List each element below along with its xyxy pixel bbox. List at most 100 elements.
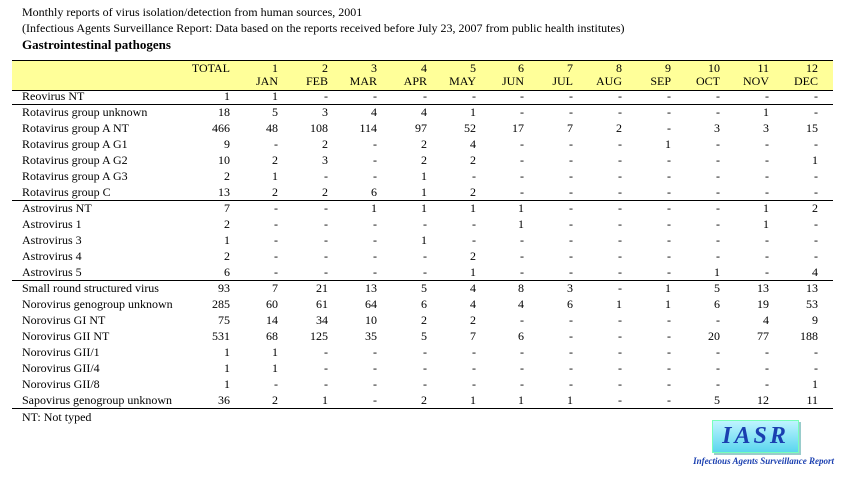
row-label: Small round structured virus (22, 281, 159, 295)
cell: 93 (218, 281, 230, 295)
cell: 1 (224, 233, 230, 247)
cell: - (716, 185, 720, 199)
cell: 6 (371, 185, 377, 199)
cell: 1 (224, 361, 230, 375)
cell: - (569, 137, 573, 151)
cell: - (472, 169, 476, 183)
column-header: 5 (470, 61, 476, 75)
column-header: 7 (567, 61, 573, 75)
cell: 35 (365, 329, 377, 343)
cell: - (472, 377, 476, 391)
cell: - (765, 345, 769, 359)
cell: - (765, 185, 769, 199)
cell: 34 (316, 313, 328, 327)
cell: 13 (365, 281, 377, 295)
cell: 36 (218, 393, 230, 407)
cell: 10 (365, 313, 377, 327)
cell: - (716, 233, 720, 247)
cell: 1 (470, 265, 476, 279)
cell: 52 (464, 121, 476, 135)
month-header: JAN (255, 74, 278, 88)
cell: - (324, 361, 328, 375)
cell: - (716, 217, 720, 231)
cell: 1 (224, 377, 230, 391)
cell: - (765, 361, 769, 375)
cell: - (814, 217, 818, 231)
cell: 188 (800, 329, 818, 343)
cell: 285 (212, 297, 230, 311)
cell: 68 (266, 329, 278, 343)
separator (12, 200, 833, 201)
cell: - (716, 89, 720, 103)
cell: 1 (763, 201, 769, 215)
row-label: Astrovirus 4 (22, 249, 82, 263)
cell: 1 (812, 377, 818, 391)
cell: - (373, 249, 377, 263)
cell: - (618, 313, 622, 327)
cell: - (618, 233, 622, 247)
cell: - (569, 313, 573, 327)
cell: - (667, 265, 671, 279)
cell: - (520, 185, 524, 199)
cell: - (274, 265, 278, 279)
cell: - (618, 137, 622, 151)
cell: - (373, 217, 377, 231)
cell: - (618, 249, 622, 263)
cell: - (667, 377, 671, 391)
cell: 6 (567, 297, 573, 311)
cell: 4 (763, 313, 769, 327)
cell: - (814, 233, 818, 247)
cell: - (569, 265, 573, 279)
cell: - (324, 169, 328, 183)
cell: - (520, 233, 524, 247)
cell: 6 (714, 297, 720, 311)
cell: - (423, 345, 427, 359)
cell: - (274, 377, 278, 391)
cell: 1 (421, 233, 427, 247)
cell: - (324, 201, 328, 215)
month-header: SEP (650, 74, 671, 88)
row-label: Sapovirus genogroup unknown (22, 393, 172, 407)
cell: 4 (470, 281, 476, 295)
cell: - (373, 345, 377, 359)
cell: 20 (708, 329, 720, 343)
row-label: Rotavirus group A NT (22, 121, 129, 135)
cell: 48 (266, 121, 278, 135)
cell: 2 (421, 313, 427, 327)
cell: 4 (518, 297, 524, 311)
cell: - (814, 137, 818, 151)
cell: - (274, 201, 278, 215)
cell: - (569, 361, 573, 375)
cell: - (716, 201, 720, 215)
cell: - (373, 169, 377, 183)
cell: 1 (665, 297, 671, 311)
month-header: OCT (696, 74, 720, 88)
cell: - (716, 137, 720, 151)
cell: 2 (616, 121, 622, 135)
header-band (12, 60, 833, 91)
cell: 4 (421, 105, 427, 119)
cell: - (618, 153, 622, 167)
column-header: 3 (371, 61, 377, 75)
separator (12, 408, 833, 409)
cell: 1 (518, 201, 524, 215)
row-label: Astrovirus 3 (22, 233, 82, 247)
row-label: Norovirus GII NT (22, 329, 110, 343)
cell: - (814, 185, 818, 199)
cell: - (765, 153, 769, 167)
cell: - (569, 377, 573, 391)
row-label: Rotavirus group A G1 (22, 137, 128, 151)
cell: 7 (272, 281, 278, 295)
cell: - (520, 265, 524, 279)
cell: 6 (224, 265, 230, 279)
cell: 2 (272, 153, 278, 167)
cell: 21 (316, 281, 328, 295)
cell: - (569, 201, 573, 215)
cell: - (373, 137, 377, 151)
cell: 9 (224, 137, 230, 151)
cell: - (618, 201, 622, 215)
cell: 19 (757, 297, 769, 311)
cell: 14 (266, 313, 278, 327)
cell: - (667, 313, 671, 327)
cell: 1 (371, 201, 377, 215)
